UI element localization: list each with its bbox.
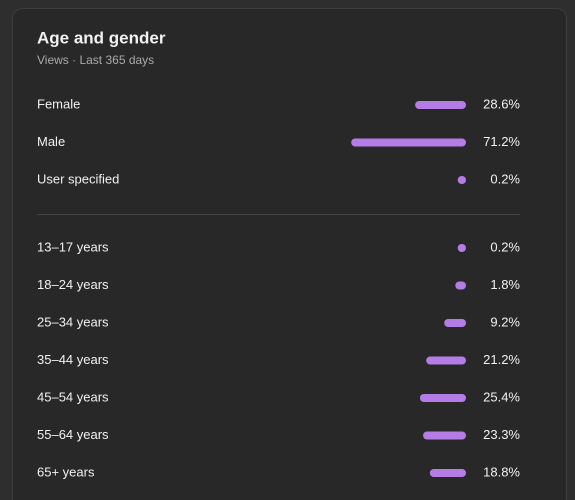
value-label: 18.8% xyxy=(483,464,520,479)
value-label: 28.6% xyxy=(483,96,520,111)
category-label: 55–64 years xyxy=(37,427,109,442)
value-label: 0.2% xyxy=(490,239,520,254)
category-label: 18–24 years xyxy=(37,277,109,292)
category-label: Female xyxy=(37,96,80,111)
value-label: 1.8% xyxy=(490,277,520,292)
value-label: 9.2% xyxy=(490,314,520,329)
category-label: 45–54 years xyxy=(37,389,109,404)
category-label: 13–17 years xyxy=(37,239,109,254)
value-label: 71.2% xyxy=(483,134,520,149)
value-label: 21.2% xyxy=(483,352,520,367)
value-label: 0.2% xyxy=(490,171,520,186)
card xyxy=(12,8,567,500)
value-label: 23.3% xyxy=(483,427,520,442)
chart-subtitle: Views · Last 365 days xyxy=(37,53,154,67)
category-label: Male xyxy=(37,134,65,149)
category-label: 35–44 years xyxy=(37,352,109,367)
category-label: 65+ years xyxy=(37,464,95,479)
chart-title: Age and gender xyxy=(37,28,166,47)
value-label: 25.4% xyxy=(483,389,520,404)
category-label: 25–34 years xyxy=(37,314,109,329)
category-label: User specified xyxy=(37,171,119,186)
